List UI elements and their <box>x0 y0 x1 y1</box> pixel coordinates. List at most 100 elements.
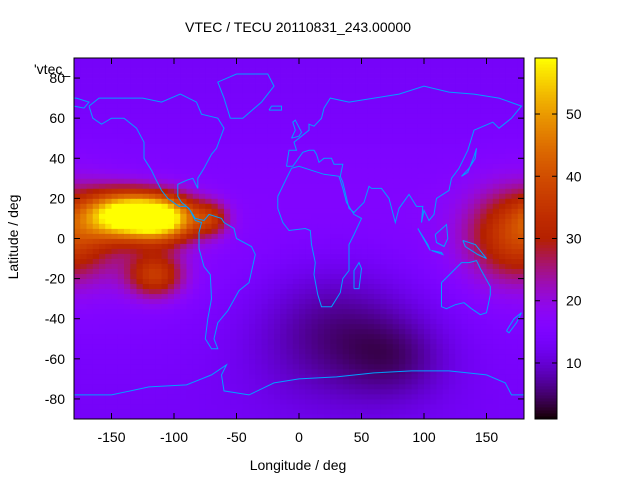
heatmap-cell <box>274 233 281 239</box>
heatmap-cell <box>361 183 369 189</box>
heatmap-cell <box>149 163 156 169</box>
heatmap-cell <box>455 153 462 159</box>
heatmap-cell <box>117 393 125 400</box>
heatmap-cell <box>292 108 300 114</box>
heatmap-cell <box>355 73 362 79</box>
heatmap-cell <box>167 338 175 345</box>
heatmap-cell <box>155 78 162 84</box>
heatmap-cell <box>355 298 362 305</box>
heatmap-cell <box>192 368 200 375</box>
heatmap-cell <box>511 253 519 259</box>
heatmap-cell <box>467 293 475 300</box>
heatmap-cell <box>330 103 337 109</box>
heatmap-cell <box>386 128 394 134</box>
heatmap-cell <box>399 413 406 420</box>
heatmap-cell <box>280 163 287 169</box>
heatmap-cell <box>192 243 200 249</box>
heatmap-cell <box>117 268 125 274</box>
heatmap-cell <box>317 308 325 315</box>
heatmap-cell <box>405 198 412 204</box>
heatmap-cell <box>480 323 487 330</box>
heatmap-cell <box>380 203 387 209</box>
heatmap-cell <box>249 158 256 164</box>
heatmap-cell <box>92 223 100 229</box>
heatmap-cell <box>349 123 356 129</box>
heatmap-cell <box>155 318 162 325</box>
heatmap-cell <box>92 333 100 340</box>
heatmap-cell <box>280 328 287 335</box>
heatmap-cell <box>242 198 250 204</box>
heatmap-cell <box>192 128 200 134</box>
heatmap-cell <box>455 123 462 129</box>
heatmap-cell <box>280 203 287 209</box>
heatmap-cell <box>486 178 494 184</box>
heatmap-cell <box>74 288 81 295</box>
heatmap-cell <box>155 388 162 395</box>
heatmap-cell <box>499 158 506 164</box>
heatmap-cell <box>136 163 144 169</box>
heatmap-cell <box>255 303 262 310</box>
heatmap-cell <box>292 363 300 370</box>
heatmap-cell <box>405 393 412 400</box>
heatmap-cell <box>430 328 437 335</box>
heatmap-cell <box>405 118 412 124</box>
heatmap-cell <box>286 238 294 244</box>
heatmap-cell <box>267 353 275 360</box>
heatmap-cell <box>286 218 294 224</box>
heatmap-cell <box>361 283 369 290</box>
heatmap-cell <box>111 253 119 259</box>
heatmap-cell <box>186 78 194 84</box>
heatmap-cell <box>367 363 375 370</box>
heatmap-cell <box>274 128 281 134</box>
heatmap-cell <box>74 173 81 179</box>
heatmap-cell <box>155 148 162 154</box>
heatmap-cell <box>242 268 250 274</box>
heatmap-cell <box>511 258 519 264</box>
heatmap-cell <box>324 78 331 84</box>
heatmap-cell <box>355 208 362 214</box>
heatmap-cell <box>349 268 356 274</box>
heatmap-cell <box>105 108 112 114</box>
heatmap-cell <box>499 83 506 89</box>
heatmap-cell <box>486 358 494 365</box>
heatmap-cell <box>317 138 325 144</box>
heatmap-cell <box>317 163 325 169</box>
heatmap-cell <box>330 388 337 395</box>
heatmap-cell <box>249 313 256 320</box>
heatmap-cell <box>374 303 381 310</box>
heatmap-cell <box>292 278 300 285</box>
heatmap-cell <box>517 253 525 259</box>
heatmap-cell <box>192 348 200 355</box>
heatmap-cell <box>442 203 450 209</box>
heatmap-cell <box>142 223 150 229</box>
heatmap-cell <box>424 198 431 204</box>
heatmap-cell <box>499 238 506 244</box>
heatmap-cell <box>292 303 300 310</box>
heatmap-cell <box>74 373 81 380</box>
heatmap-cell <box>380 278 387 285</box>
heatmap-cell <box>355 138 362 144</box>
heatmap-cell <box>124 353 131 360</box>
heatmap-cell <box>430 363 437 370</box>
heatmap-cell <box>499 333 506 340</box>
heatmap-cell <box>149 233 156 239</box>
heatmap-cell <box>80 173 87 179</box>
heatmap-cell <box>505 413 512 420</box>
heatmap-cell <box>505 388 512 395</box>
heatmap-cell <box>380 263 387 269</box>
heatmap-cell <box>161 183 169 189</box>
heatmap-cell <box>367 158 375 164</box>
heatmap-cell <box>511 188 519 194</box>
heatmap-cell <box>511 98 519 104</box>
heatmap-cell <box>336 188 344 194</box>
heatmap-cell <box>492 343 500 350</box>
heatmap-cell <box>467 273 475 280</box>
heatmap-cell <box>286 203 294 209</box>
heatmap-cell <box>199 213 206 219</box>
heatmap-cell <box>367 388 375 395</box>
heatmap-cell <box>217 403 225 410</box>
heatmap-cell <box>174 158 181 164</box>
heatmap-cell <box>455 198 462 204</box>
heatmap-cell <box>161 233 169 239</box>
heatmap-cell <box>124 123 131 129</box>
